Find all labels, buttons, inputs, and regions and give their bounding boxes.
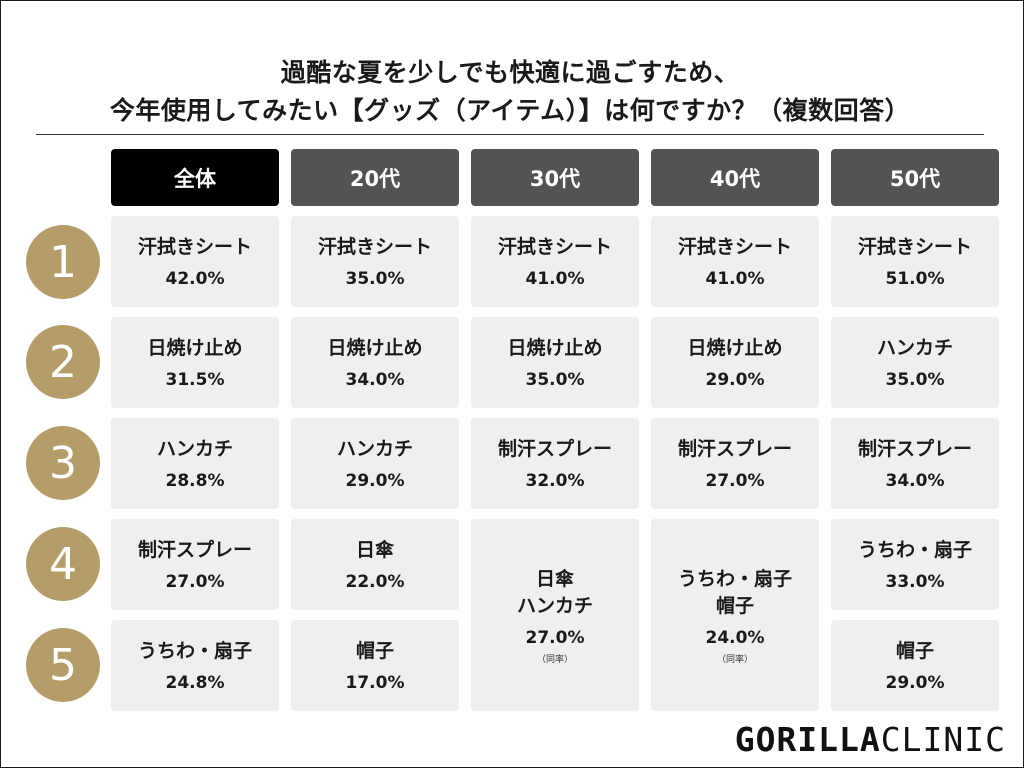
rank-badge-2: 2 [26,325,100,399]
ranking-cell: ハンカチ 29.0% [291,418,459,509]
column-header-20s: 20代 [291,149,459,206]
ranking-cell: 帽子 29.0% [831,620,999,711]
item-percentage: 27.0% [525,627,585,648]
item-percentage: 22.0% [345,572,405,592]
item-name: 日傘 [355,539,394,561]
tie-note: （同率） [716,654,753,665]
item-name: 制汗スプレー [137,539,252,561]
title-line-1: 過酷な夏を少しでも快適に過ごすため、 [280,58,740,87]
item-percentage: 35.0% [345,269,405,289]
item-percentage: 51.0% [885,269,945,289]
item-name: 制汗スプレー [677,438,792,460]
ranking-cell: ハンカチ 28.8% [111,418,279,509]
item-name: うちわ・扇子 [677,567,792,590]
ranking-cell: 日焼け止め 34.0% [291,317,459,408]
ranking-cell-tie: 日傘 ハンカチ 27.0% （同率） [471,519,639,711]
title-line-2: 今年使用してみたい【グッズ（アイテム）】は何ですか？（複数回答） [109,96,911,125]
rank-badge-3: 3 [26,426,100,500]
item-percentage: 29.0% [345,471,405,491]
ranking-cell: 日傘 22.0% [291,519,459,610]
ranking-cell: 制汗スプレー 34.0% [831,418,999,509]
column-header-50s: 50代 [831,149,999,206]
item-percentage: 35.0% [885,370,945,390]
item-name: 帽子 [895,640,934,662]
item-name: 汗拭きシート [497,236,612,258]
item-name: 帽子 [355,640,394,662]
item-percentage: 42.0% [165,269,225,289]
item-name: 汗拭きシート [317,236,432,258]
ranking-cell: 制汗スプレー 27.0% [651,418,819,509]
tie-note: （同率） [536,654,573,665]
item-name: 日焼け止め [687,337,783,359]
rank-badge-4: 4 [26,527,100,601]
ranking-cell: 帽子 17.0% [291,620,459,711]
logo-light-text: CLINIC [880,720,1006,759]
item-percentage: 31.5% [165,370,225,390]
item-name: 帽子 [715,594,754,617]
ranking-cell: うちわ・扇子 33.0% [831,519,999,610]
item-name: 日焼け止め [507,337,603,359]
ranking-cell: 汗拭きシート 41.0% [471,216,639,307]
ranking-cell: 日焼け止め 35.0% [471,317,639,408]
ranking-cell: うちわ・扇子 24.8% [111,620,279,711]
item-name: 日焼け止め [327,337,423,359]
rank-badge-5: 5 [26,628,100,702]
item-name: 汗拭きシート [677,236,792,258]
ranking-cell: 汗拭きシート 42.0% [111,216,279,307]
item-percentage: 33.0% [885,572,945,592]
item-name: うちわ・扇子 [857,539,972,561]
item-name: ハンカチ [156,438,233,460]
ranking-cell: 汗拭きシート 35.0% [291,216,459,307]
item-percentage: 17.0% [345,673,405,693]
ranking-cell: 制汗スプレー 27.0% [111,519,279,610]
item-percentage: 24.0% [705,627,765,648]
ranking-cell: 日焼け止め 29.0% [651,317,819,408]
item-percentage: 28.8% [165,471,225,491]
ranking-cell: ハンカチ 35.0% [831,317,999,408]
ranking-cell: 汗拭きシート 51.0% [831,216,999,307]
item-name: 制汗スプレー [497,438,612,460]
item-percentage: 34.0% [885,471,945,491]
item-name: ハンカチ [516,594,593,617]
column-header-all: 全体 [111,149,279,206]
item-percentage: 27.0% [705,471,765,491]
item-percentage: 35.0% [525,370,585,390]
title-divider [36,134,984,135]
item-percentage: 27.0% [165,572,225,592]
item-percentage: 41.0% [705,269,765,289]
ranking-cell: 日焼け止め 31.5% [111,317,279,408]
column-header-30s: 30代 [471,149,639,206]
rank-badge-1: 1 [26,225,100,299]
item-percentage: 32.0% [525,471,585,491]
ranking-cell: 制汗スプレー 32.0% [471,418,639,509]
item-name: うちわ・扇子 [137,640,252,662]
item-name: 制汗スプレー [857,438,972,460]
item-percentage: 29.0% [885,673,945,693]
column-header-40s: 40代 [651,149,819,206]
item-name: ハンカチ [336,438,413,460]
item-name: 汗拭きシート [857,236,972,258]
item-percentage: 29.0% [705,370,765,390]
item-name: 日焼け止め [147,337,243,359]
item-name: 汗拭きシート [137,236,252,258]
ranking-cell: 汗拭きシート 41.0% [651,216,819,307]
item-percentage: 41.0% [525,269,585,289]
item-percentage: 34.0% [345,370,405,390]
item-percentage: 24.8% [165,673,225,693]
logo-bold-text: GORILLA [734,720,881,759]
brand-logo: GORILLACLINIC [735,718,1006,762]
ranking-cell-tie: うちわ・扇子 帽子 24.0% （同率） [651,519,819,711]
item-name: 日傘 [535,567,574,590]
item-name: ハンカチ [876,337,953,359]
